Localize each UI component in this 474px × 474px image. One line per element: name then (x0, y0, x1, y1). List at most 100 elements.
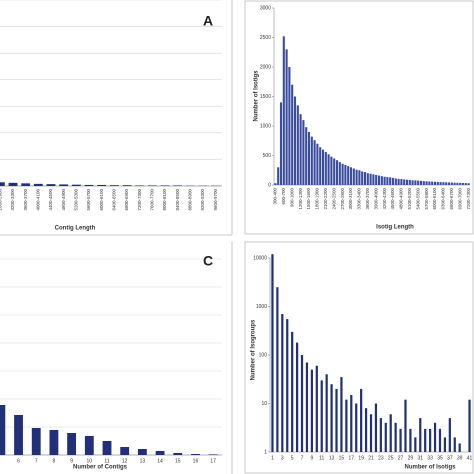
x-tick-label: 17 (349, 455, 355, 461)
bar (307, 131, 311, 185)
bar (46, 184, 56, 186)
bar (59, 184, 69, 186)
x-tick-label: 3200-3300 (10, 189, 15, 211)
bar (291, 84, 294, 185)
x-tick-label: 6 (17, 458, 20, 464)
bar (147, 185, 157, 186)
x-tick-label: 7 (35, 458, 38, 464)
bar (120, 447, 130, 455)
x-tick-label: 1 (271, 455, 274, 461)
bar (443, 437, 447, 452)
x-tick-label: 21 (368, 455, 374, 461)
bar (8, 182, 18, 186)
y-axis-title: Number of Isogroups (251, 319, 257, 380)
bar (467, 183, 470, 185)
x-tick-label: 8400-8500 (175, 189, 180, 211)
x-tick-label: 4800-4900 (61, 189, 66, 211)
x-tick-label: 15 (339, 455, 345, 461)
bar (341, 163, 344, 185)
panel-border (244, 241, 474, 474)
bar (296, 105, 299, 185)
bar (293, 96, 297, 185)
panel-border (244, 0, 474, 235)
bar (394, 422, 397, 452)
bar (349, 167, 353, 185)
bar (439, 182, 442, 185)
bar (458, 443, 461, 452)
x-tick-label: 31 (417, 455, 423, 461)
bar (281, 314, 284, 452)
bar (389, 414, 392, 452)
x-tick-label: 16 (193, 458, 199, 464)
bar (305, 127, 308, 185)
x-tick-label: 600-700 (281, 188, 286, 205)
bar (109, 185, 119, 186)
bar (160, 185, 170, 186)
bar (279, 102, 283, 185)
x-tick-label: 33 (427, 455, 433, 461)
x-tick-label: 1200-1300 (298, 188, 303, 210)
bar (14, 415, 23, 455)
bar (442, 182, 445, 185)
x-tick-label: 6600-6700 (449, 188, 454, 210)
bar (347, 166, 350, 185)
bar (369, 414, 373, 452)
x-tick-label: 3900-4000 (373, 188, 378, 210)
bar (448, 418, 451, 452)
bar (391, 177, 395, 185)
bar (453, 182, 456, 185)
x-axis-title: Number of Isotigs (404, 465, 456, 471)
bar (31, 428, 41, 455)
bar (299, 114, 302, 185)
bar (325, 374, 328, 452)
x-tick-label: 2700-2800 (340, 188, 345, 210)
x-axis-title: Number of Contigs (73, 465, 128, 471)
bar (429, 428, 432, 452)
bar (409, 428, 412, 452)
bar (468, 399, 471, 452)
panel-letter: A (203, 13, 213, 29)
y-tick-label: 1000 (256, 304, 267, 310)
x-tick-label: 2100-2200 (323, 188, 328, 210)
bar (49, 430, 59, 455)
bar (315, 365, 318, 452)
x-tick-label: 9200-9300 (200, 189, 205, 211)
bar (282, 36, 285, 185)
x-tick-label: 13 (329, 455, 335, 461)
bar (135, 185, 145, 186)
bar (191, 454, 200, 455)
bar (383, 176, 386, 185)
bar (419, 418, 422, 452)
bar (453, 437, 456, 452)
x-tick-label: 3 (281, 455, 284, 461)
bar (355, 403, 358, 452)
bar (173, 453, 183, 455)
x-tick-label: 9600-9700 (213, 189, 218, 211)
bar (364, 408, 368, 452)
x-tick-label: 5100-5200 (407, 188, 412, 210)
panel-letter: C (203, 253, 213, 269)
bar (137, 449, 147, 455)
y-axis-title: Number of Isotigs (254, 70, 260, 122)
bar (433, 181, 437, 185)
y-tick-label: 10000 (253, 255, 267, 261)
bar (360, 388, 363, 452)
x-tick-label: 4500-4600 (390, 188, 395, 210)
bar (333, 158, 336, 185)
x-tick-label: 5600-5700 (86, 189, 91, 211)
bar (330, 156, 333, 185)
bar (374, 403, 378, 452)
y-tick-label: 1500 (260, 94, 271, 100)
bar (21, 183, 31, 186)
bar (450, 182, 453, 185)
bar (414, 180, 417, 185)
bar (380, 176, 383, 185)
bar (377, 175, 381, 185)
x-tick-label: 2400-2500 (331, 188, 336, 210)
bar (321, 149, 325, 185)
x-tick-label: 7600-7700 (150, 189, 155, 211)
bar (408, 179, 411, 185)
bar (404, 399, 407, 452)
bar (386, 177, 389, 185)
bar (97, 184, 107, 186)
